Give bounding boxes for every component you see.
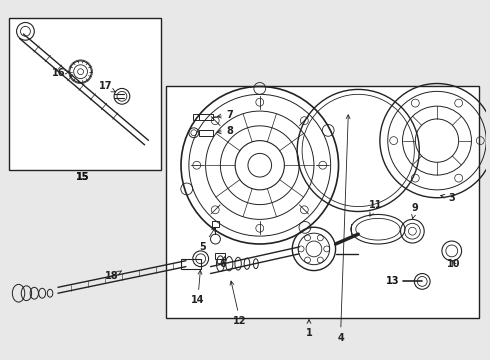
Bar <box>199 130 213 136</box>
Text: 2: 2 <box>0 359 1 360</box>
Text: 3: 3 <box>441 193 455 203</box>
Bar <box>166 86 479 318</box>
Text: 12: 12 <box>230 281 247 326</box>
Text: 14: 14 <box>191 270 204 305</box>
Bar <box>212 221 220 227</box>
Bar <box>218 259 223 263</box>
Text: 15: 15 <box>76 172 89 182</box>
Text: 2: 2 <box>0 359 1 360</box>
Text: 16: 16 <box>52 68 69 78</box>
Bar <box>199 114 213 120</box>
Text: 11: 11 <box>369 199 383 216</box>
Text: 8: 8 <box>217 126 234 136</box>
Text: 13: 13 <box>386 276 399 287</box>
Text: 15: 15 <box>76 172 89 182</box>
Bar <box>193 114 199 120</box>
Text: 7: 7 <box>217 110 234 120</box>
Text: 1: 1 <box>306 320 312 338</box>
Bar <box>9 18 161 170</box>
Bar <box>216 253 225 259</box>
Text: 5: 5 <box>199 228 216 252</box>
Bar <box>181 259 201 269</box>
Text: 17: 17 <box>98 81 115 92</box>
Text: 18: 18 <box>105 271 122 282</box>
Text: 9: 9 <box>412 203 419 219</box>
Text: 10: 10 <box>447 259 461 269</box>
Text: 6: 6 <box>219 256 226 269</box>
Text: 4: 4 <box>337 115 350 342</box>
